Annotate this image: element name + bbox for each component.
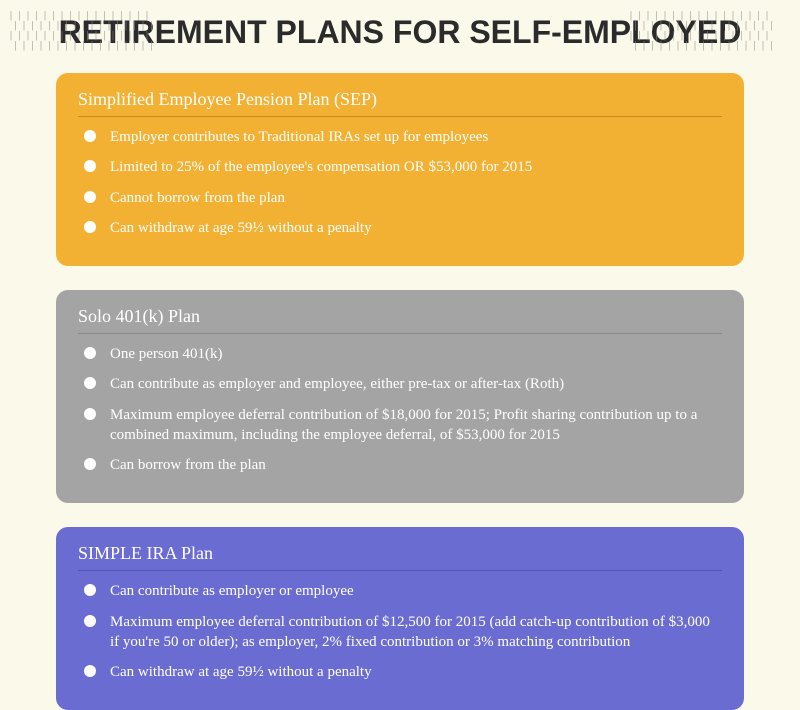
- card-sep-bullets: Employer contributes to Traditional IRAs…: [78, 127, 722, 238]
- list-item: Cannot borrow from the plan: [84, 188, 722, 208]
- card-sep: Simplified Employee Pension Plan (SEP) E…: [56, 73, 744, 266]
- list-item: Employer contributes to Traditional IRAs…: [84, 127, 722, 147]
- list-item: Can contribute as employer and employee,…: [84, 374, 722, 394]
- card-simpleira-title: SIMPLE IRA Plan: [78, 543, 722, 571]
- cards-container: Simplified Employee Pension Plan (SEP) E…: [0, 51, 800, 710]
- card-solo401k-title: Solo 401(k) Plan: [78, 306, 722, 334]
- list-item: Limited to 25% of the employee's compens…: [84, 157, 722, 177]
- list-item: Can withdraw at age 59½ without a penalt…: [84, 218, 722, 238]
- card-simpleira-bullets: Can contribute as employer or employee M…: [78, 581, 722, 682]
- decorative-pattern-left: | | | | | | | | | | | | | | | | | | | | …: [10, 12, 170, 48]
- list-item: Maximum employee deferral contribution o…: [84, 612, 722, 653]
- list-item: Can borrow from the plan: [84, 455, 722, 475]
- card-sep-title: Simplified Employee Pension Plan (SEP): [78, 89, 722, 117]
- list-item: Can withdraw at age 59½ without a penalt…: [84, 662, 722, 682]
- card-simpleira: SIMPLE IRA Plan Can contribute as employ…: [56, 527, 744, 710]
- decorative-pattern-right: | | | | | | | | | | | | | | | | | | | | …: [630, 12, 790, 48]
- list-item: Maximum employee deferral contribution o…: [84, 405, 722, 446]
- list-item: One person 401(k): [84, 344, 722, 364]
- card-solo401k-bullets: One person 401(k) Can contribute as empl…: [78, 344, 722, 475]
- list-item: Can contribute as employer or employee: [84, 581, 722, 601]
- card-solo401k: Solo 401(k) Plan One person 401(k) Can c…: [56, 290, 744, 503]
